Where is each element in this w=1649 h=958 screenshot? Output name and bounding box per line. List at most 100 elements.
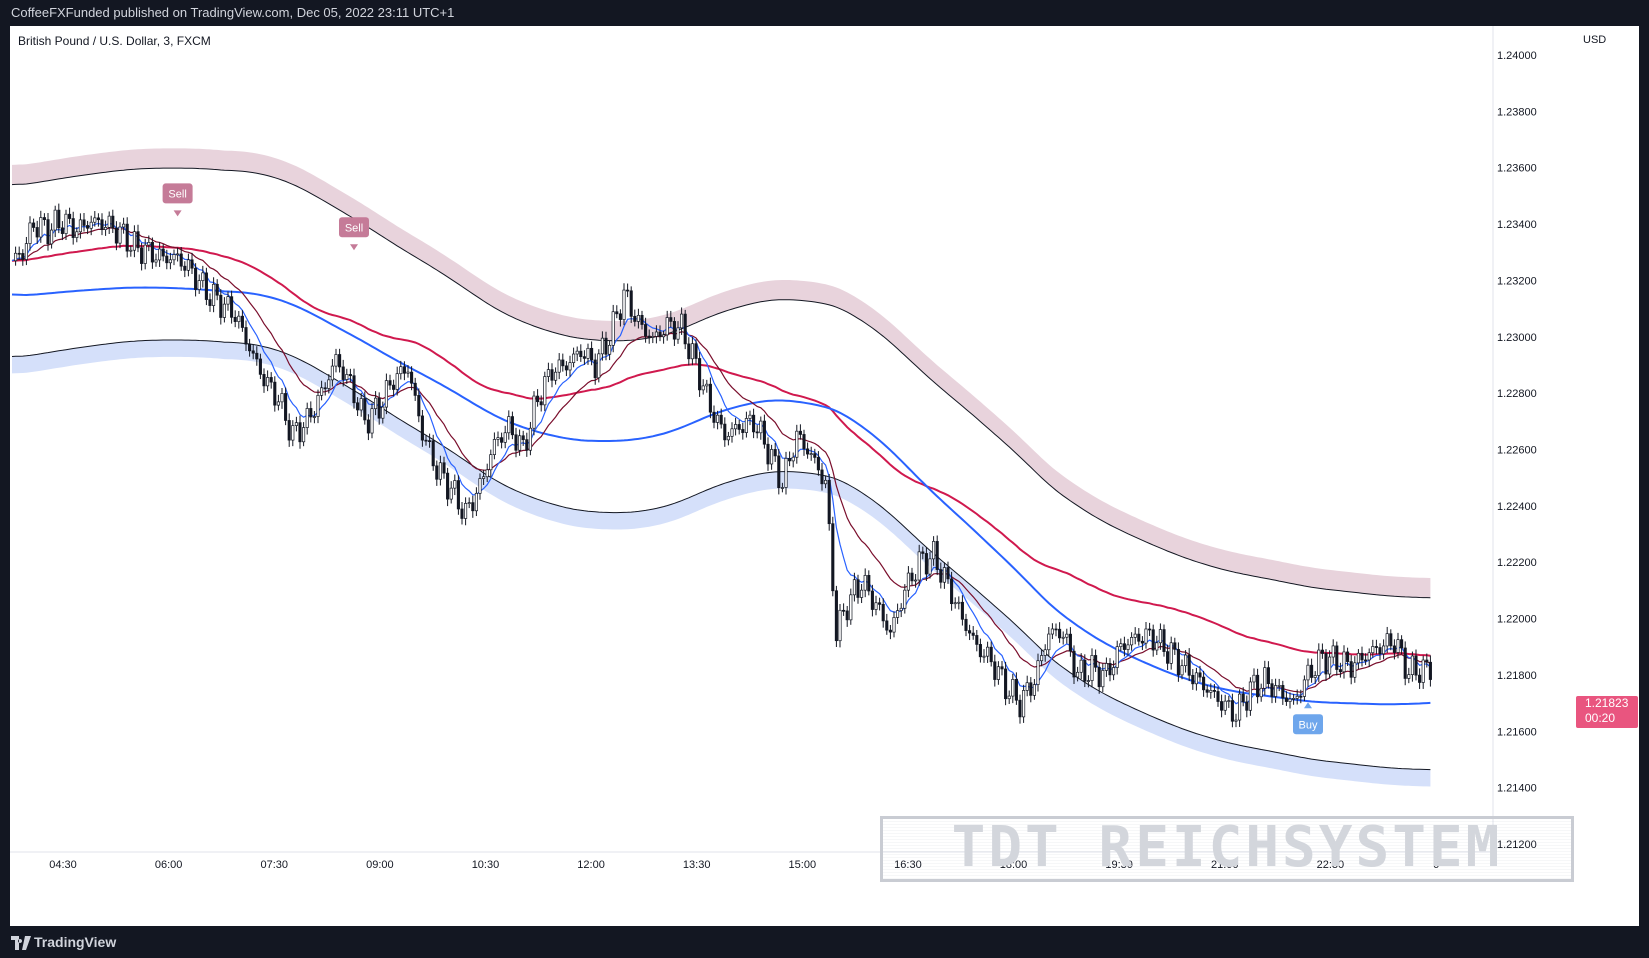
candle-body[interactable] (190, 259, 194, 269)
candle-body[interactable] (1025, 682, 1029, 691)
candle-body[interactable] (1335, 645, 1339, 670)
candle-body[interactable] (1223, 700, 1227, 711)
candle-body[interactable] (579, 350, 583, 357)
candle-body[interactable] (114, 227, 118, 244)
candle-body[interactable] (651, 336, 655, 338)
candle-body[interactable] (1252, 674, 1256, 683)
candle-body[interactable] (1036, 660, 1040, 685)
candle-body[interactable] (1317, 649, 1321, 676)
candle-body[interactable] (377, 397, 381, 419)
candle-body[interactable] (1277, 685, 1281, 687)
candle-body[interactable] (1194, 672, 1198, 685)
candle-body[interactable] (993, 661, 997, 680)
candle-body[interactable] (1403, 647, 1407, 679)
sell-label-box[interactable] (162, 183, 193, 204)
candle-body[interactable] (964, 618, 968, 631)
candle-body[interactable] (885, 620, 889, 631)
candle-body[interactable] (921, 551, 925, 554)
candle-body[interactable] (604, 337, 608, 355)
candle-body[interactable] (1184, 654, 1188, 666)
candle-body[interactable] (1374, 646, 1378, 648)
candle-body[interactable] (572, 353, 576, 363)
candle-body[interactable] (690, 343, 694, 360)
candle-body[interactable] (867, 575, 871, 592)
candle-body[interactable] (374, 397, 378, 410)
candle-body[interactable] (129, 249, 133, 252)
candle-body[interactable] (21, 253, 25, 260)
candle-body[interactable] (1137, 633, 1141, 642)
candle-body[interactable] (834, 590, 838, 642)
candle-body[interactable] (1356, 652, 1360, 664)
candle-body[interactable] (122, 223, 126, 228)
chart-frame[interactable]: Sell Sell Buy 1.24000 1.23800 1.23600 1.23400 1… (10, 26, 1639, 926)
candle-body[interactable] (93, 217, 97, 223)
candle-body[interactable] (712, 411, 716, 423)
candle-body[interactable] (1155, 642, 1159, 651)
candle-body[interactable] (1270, 683, 1274, 697)
candle-body[interactable] (982, 655, 986, 658)
candle-body[interactable] (881, 604, 885, 622)
candle-body[interactable] (28, 222, 32, 244)
candle-body[interactable] (150, 242, 154, 263)
candle-body[interactable] (777, 455, 781, 488)
candle-body[interactable] (647, 335, 651, 338)
candle-body[interactable] (161, 248, 165, 257)
candle-body[interactable] (399, 366, 403, 375)
candle-body[interactable] (546, 369, 550, 377)
candle-body[interactable] (626, 289, 630, 292)
candle-body[interactable] (222, 303, 226, 318)
candle-body[interactable] (896, 610, 900, 618)
candle-body[interactable] (1331, 645, 1335, 658)
candle-body[interactable] (741, 429, 745, 433)
candle-body[interactable] (1212, 689, 1216, 692)
candle-body[interactable] (503, 432, 507, 443)
candle-body[interactable] (309, 408, 313, 418)
candle-body[interactable] (35, 227, 39, 238)
candle-body[interactable] (1310, 664, 1314, 678)
candle-body[interactable] (53, 209, 57, 231)
candle-body[interactable] (611, 311, 615, 346)
candle-body[interactable] (438, 462, 442, 480)
candle-body[interactable] (1166, 651, 1170, 664)
candle-body[interactable] (791, 456, 795, 462)
candle-body[interactable] (701, 385, 705, 391)
candle-body[interactable] (446, 472, 450, 500)
candle-body[interactable] (946, 567, 950, 580)
candle-body[interactable] (1086, 680, 1090, 682)
candle-body[interactable] (518, 435, 522, 451)
candle-body[interactable] (485, 469, 489, 478)
candle-body[interactable] (1133, 633, 1137, 638)
candle-body[interactable] (1382, 645, 1386, 655)
candle-body[interactable] (467, 502, 471, 504)
candle-body[interactable] (597, 353, 601, 379)
candle-body[interactable] (590, 347, 594, 361)
candle-body[interactable] (1414, 655, 1418, 676)
candle-body[interactable] (608, 344, 612, 355)
candle-body[interactable] (312, 416, 316, 418)
candle-body[interactable] (744, 418, 748, 433)
candle-body[interactable] (356, 402, 360, 411)
candle-body[interactable] (525, 439, 529, 451)
candle-body[interactable] (935, 541, 939, 570)
candle-body[interactable] (240, 315, 244, 328)
candle-body[interactable] (86, 225, 90, 229)
candle-body[interactable] (17, 252, 21, 255)
candle-body[interactable] (532, 395, 536, 429)
candle-body[interactable] (878, 602, 882, 605)
candle-body[interactable] (1140, 640, 1144, 644)
candle-body[interactable] (1353, 662, 1357, 678)
candle-body[interactable] (1306, 664, 1310, 681)
candle-body[interactable] (1032, 684, 1036, 696)
candle-body[interactable] (158, 248, 162, 261)
candle-body[interactable] (939, 569, 943, 583)
candle-body[interactable] (492, 439, 496, 455)
candle-body[interactable] (428, 440, 432, 442)
candle-body[interactable] (348, 374, 352, 377)
candle-body[interactable] (1191, 674, 1195, 685)
candle-body[interactable] (1284, 697, 1288, 702)
candle-body[interactable] (14, 252, 18, 262)
candle-body[interactable] (280, 393, 284, 403)
candle-body[interactable] (1104, 663, 1108, 671)
candle-body[interactable] (813, 453, 817, 458)
candle-body[interactable] (953, 602, 957, 605)
